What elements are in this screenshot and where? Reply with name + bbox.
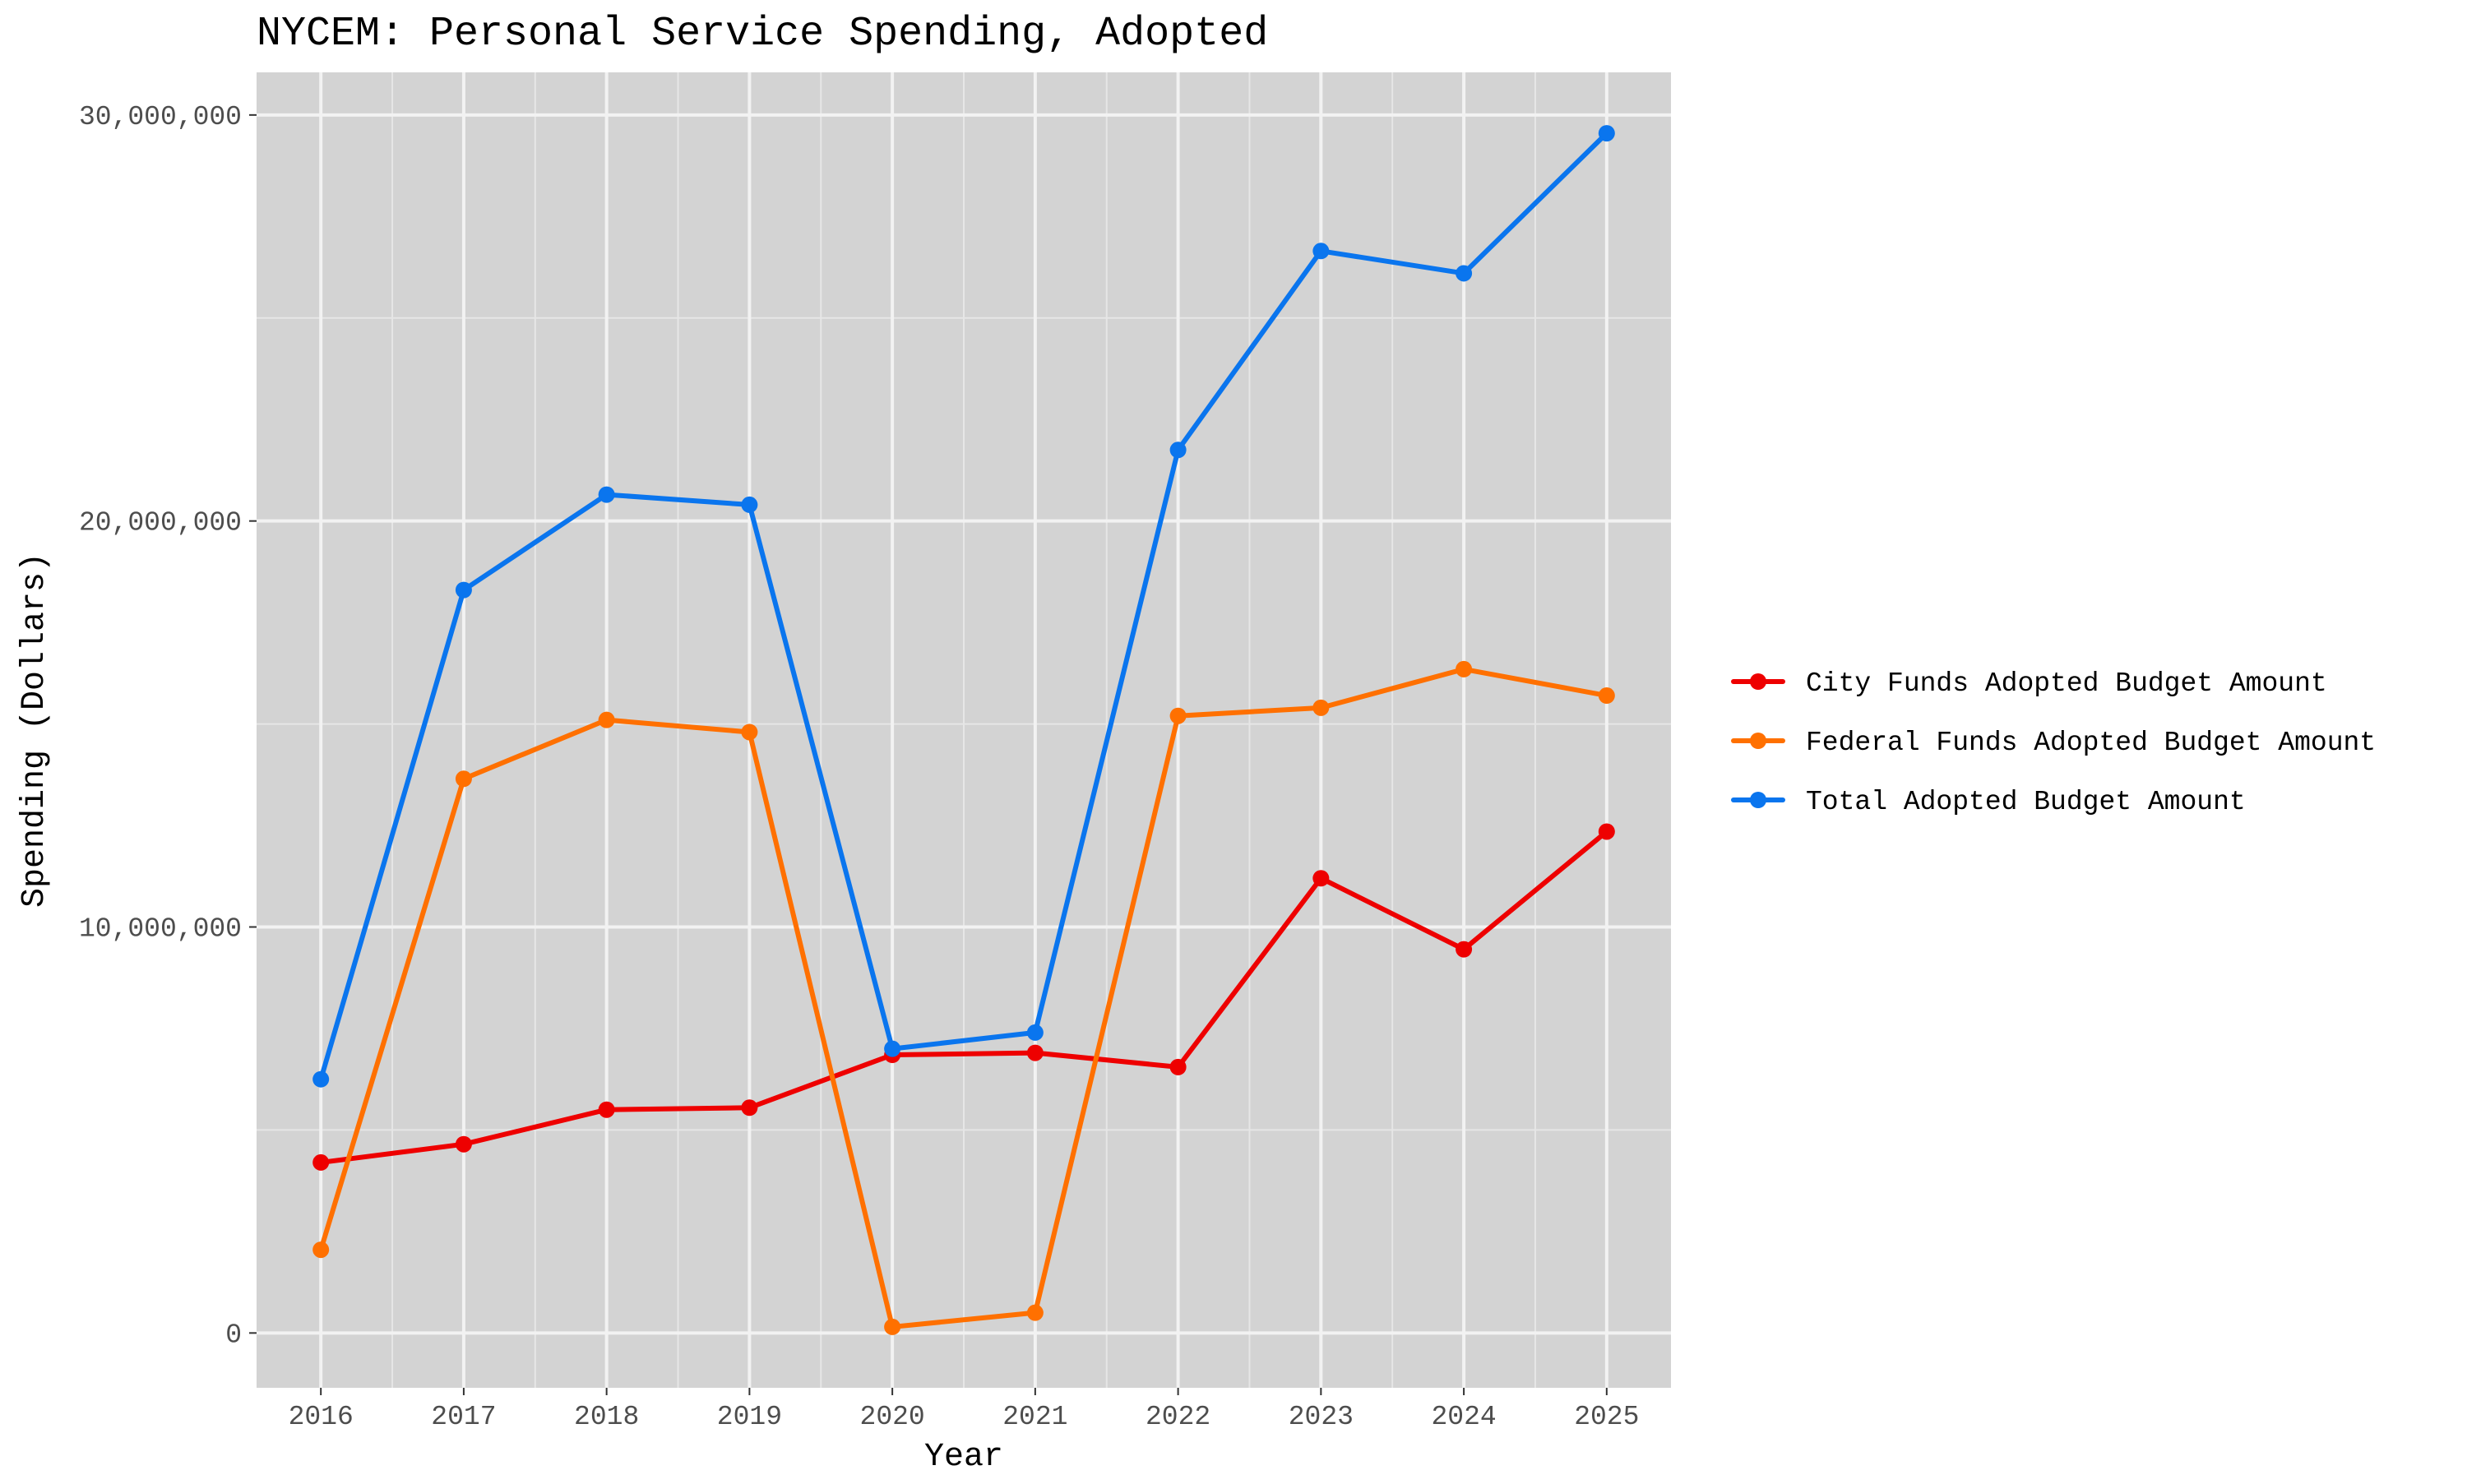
legend-key-point [1750, 792, 1766, 808]
data-point [1026, 1024, 1044, 1041]
legend-item: City Funds Adopted Budget Amount [1731, 668, 2327, 699]
data-point [1169, 707, 1187, 724]
x-tick-label: 2024 [1431, 1402, 1496, 1432]
data-point [884, 1040, 901, 1057]
data-point [1312, 870, 1330, 887]
legend-label: Total Adopted Budget Amount [1806, 787, 2246, 817]
x-tick-label: 2016 [289, 1402, 354, 1432]
data-point [598, 1101, 615, 1118]
x-tick-label: 2018 [574, 1402, 639, 1432]
grid-lines [257, 72, 1671, 1388]
legend-item: Federal Funds Adopted Budget Amount [1731, 728, 2376, 758]
y-axis-title: Spending (Dollars) [16, 552, 53, 908]
y-tick-label: 10,000,000 [79, 914, 242, 945]
x-tick-label: 2017 [431, 1402, 496, 1432]
x-axis-title: Year [924, 1439, 1003, 1476]
data-point [1456, 660, 1473, 677]
legend: City Funds Adopted Budget Amount Federal … [1731, 668, 2376, 817]
data-point [455, 1135, 472, 1153]
data-point [598, 486, 615, 503]
chart-title: NYCEM: Personal Service Spending, Adopte… [257, 11, 1268, 58]
series-lines [312, 125, 1615, 1335]
data-point [1598, 687, 1615, 705]
data-point [1456, 265, 1473, 282]
x-tick-label: 2023 [1289, 1402, 1354, 1432]
series-group [312, 125, 1615, 1088]
data-point [1456, 941, 1473, 958]
x-tick-label: 2025 [1574, 1402, 1639, 1432]
data-point [1598, 125, 1615, 142]
data-point [1312, 243, 1330, 260]
x-tick-label: 2020 [860, 1402, 925, 1432]
series-group [312, 660, 1615, 1335]
data-point [741, 724, 758, 741]
data-point [312, 1070, 330, 1088]
data-point [1026, 1044, 1044, 1061]
data-point [1598, 823, 1615, 840]
data-point [312, 1153, 330, 1171]
series-line [318, 666, 1609, 1329]
data-point [312, 1241, 330, 1259]
legend-key-point [1750, 733, 1766, 749]
data-point [1312, 699, 1330, 716]
legend-key-point [1750, 673, 1766, 690]
y-tick-label: 20,000,000 [79, 508, 242, 539]
data-point [741, 1099, 758, 1116]
legend-label: Federal Funds Adopted Budget Amount [1806, 728, 2376, 758]
series-line [318, 829, 1609, 1165]
data-point [884, 1318, 901, 1335]
axis-ticks: 2016 2017 2018 2019 2020 2021 2022 2023 2024 2025… [79, 102, 1639, 1432]
x-tick-label: 2021 [1002, 1402, 1067, 1432]
y-tick-label: 0 [225, 1320, 242, 1350]
data-point [455, 581, 472, 599]
x-tick-label: 2019 [717, 1402, 782, 1432]
data-point [455, 770, 472, 788]
data-point [598, 711, 615, 728]
series-line [318, 131, 1609, 1082]
legend-label: City Funds Adopted Budget Amount [1806, 668, 2327, 699]
data-point [1169, 442, 1187, 459]
data-point [1169, 1058, 1187, 1075]
data-point [1026, 1304, 1044, 1321]
x-tick-label: 2022 [1146, 1402, 1210, 1432]
y-tick-label: 30,000,000 [79, 102, 242, 132]
data-point [741, 496, 758, 513]
legend-item: Total Adopted Budget Amount [1731, 787, 2246, 817]
